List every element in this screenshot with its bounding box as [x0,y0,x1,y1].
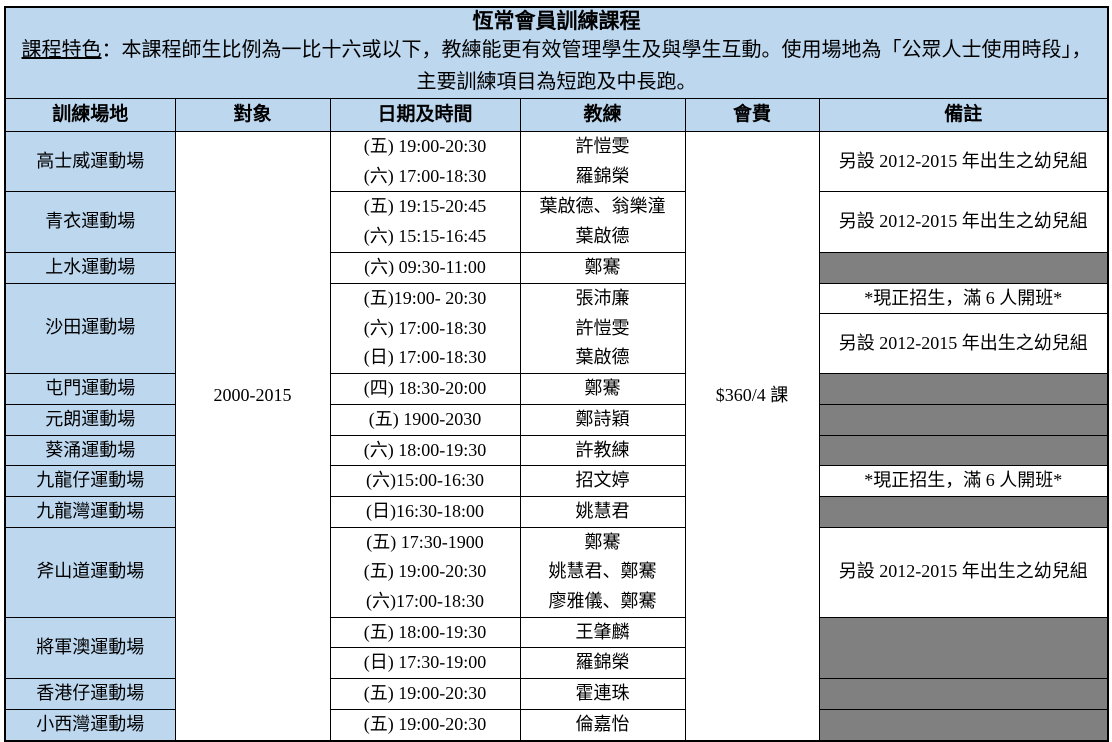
coach-cell: 鄭騫 [519,526,686,558]
col-header-venue: 訓練場地 [4,98,176,132]
coach-cell: 許教練 [519,434,686,467]
schedule-cell: (五) 19:00-20:30 [329,130,521,162]
schedule-cell: (五) 1900-2030 [329,403,521,436]
schedule-cell: (六)17:00-18:30 [329,587,521,618]
venue-cell: 元朗運動場 [4,403,176,436]
col-header-fee: 會費 [684,98,820,132]
schedule-cell: (四) 18:30-20:00 [329,373,521,405]
coach-cell: 許愷雯 [519,313,686,344]
remark-cell: 另設 2012-2015 年出生之幼兒組 [818,313,1109,375]
intro-separator: ： [101,39,122,61]
remark-cell: *現正招生，滿 6 人開班* [818,282,1109,315]
coach-cell: 倫嘉怡 [519,708,686,742]
coach-cell: 霍連珠 [519,678,686,710]
schedule-cell: (五) 19:00-20:30 [329,557,521,588]
page-title: 恆常會員訓練課程 [4,6,1109,34]
remark-gray-cell [818,373,1109,405]
coach-cell: 葉啟德 [519,222,686,253]
coach-cell: 姚慧君 [519,495,686,528]
col-header-coach: 教練 [519,98,686,132]
schedule-cell: (五) 18:00-19:30 [329,616,521,649]
remark-gray-cell [818,495,1109,528]
fee-cell: $360/4 課 [684,130,820,742]
venue-cell: 青衣運動場 [4,191,176,253]
remark-gray-cell [818,434,1109,467]
remark-cell: 另設 2012-2015 年出生之幼兒組 [818,526,1109,618]
schedule-cell: (六) 09:30-11:00 [329,251,521,284]
coach-cell: 許愷雯 [519,130,686,162]
remark-cell: 另設 2012-2015 年出生之幼兒組 [818,130,1109,193]
coach-cell: 羅錦榮 [519,161,686,193]
remark-gray-cell [818,251,1109,284]
course-intro: 課程特色：本課程師生比例為一比十六或以下，教練能更有效管理學生及與學生互動。使用… [4,34,1109,99]
venue-cell: 沙田運動場 [4,282,176,375]
venue-cell: 上水運動場 [4,251,176,284]
remark-gray-cell [818,708,1109,742]
remark-gray-cell [818,403,1109,436]
venue-cell: 斧山道運動場 [4,526,176,618]
schedule-cell: (日)16:30-18:00 [329,495,521,528]
schedule-cell: (六) 17:00-18:30 [329,313,521,344]
venue-cell: 葵涌運動場 [4,434,176,467]
remark-gray-cell [818,678,1109,710]
remark-gray-cell [818,616,1109,680]
coach-cell: 葉啟德、翁樂潼 [519,191,686,223]
venue-cell: 小西灣運動場 [4,708,176,742]
coach-cell: 鄭騫 [519,251,686,284]
coach-cell: 葉啟德 [519,343,686,375]
remark-cell: *現正招生，滿 6 人開班* [818,465,1109,497]
col-header-schedule: 日期及時間 [329,98,521,132]
col-header-remarks: 備註 [818,98,1109,132]
coach-cell: 鄭騫 [519,373,686,405]
coach-cell: 廖雅儀、鄭騫 [519,587,686,618]
training-schedule-table: 恆常會員訓練課程 課程特色：本課程師生比例為一比十六或以下，教練能更有效管理學生… [4,6,1110,742]
schedule-cell: (六)15:00-16:30 [329,465,521,497]
schedule-cell: (五) 19:00-20:30 [329,678,521,710]
col-header-target: 對象 [174,98,331,132]
venue-cell: 九龍灣運動場 [4,495,176,528]
venue-cell: 高士威運動場 [4,130,176,193]
schedule-cell: (五) 17:30-1900 [329,526,521,558]
venue-cell: 香港仔運動場 [4,678,176,710]
schedule-cell: (六) 17:00-18:30 [329,161,521,193]
intro-text: 本課程師生比例為一比十六或以下，教練能更有效管理學生及與學生互動。使用場地為「公… [121,39,1092,93]
schedule-cell: (五) 19:00-20:30 [329,708,521,742]
intro-label: 課程特色 [21,39,102,61]
schedule-cell: (五) 19:15-20:45 [329,191,521,223]
coach-cell: 張沛廉 [519,282,686,314]
coach-cell: 鄭詩穎 [519,403,686,436]
coach-cell: 羅錦榮 [519,647,686,680]
schedule-cell: (五)19:00- 20:30 [329,282,521,314]
target-cell: 2000-2015 [174,130,331,742]
venue-cell: 將軍澳運動場 [4,616,176,680]
venue-cell: 屯門運動場 [4,373,176,405]
venue-cell: 九龍仔運動場 [4,465,176,497]
schedule-cell: (六) 18:00-19:30 [329,434,521,467]
coach-cell: 王肇麟 [519,616,686,649]
coach-cell: 姚慧君、鄭騫 [519,557,686,588]
schedule-cell: (六) 15:15-16:45 [329,222,521,253]
schedule-cell: (日) 17:30-19:00 [329,647,521,680]
schedule-cell: (日) 17:00-18:30 [329,343,521,375]
remark-cell: 另設 2012-2015 年出生之幼兒組 [818,191,1109,253]
coach-cell: 招文婷 [519,465,686,497]
